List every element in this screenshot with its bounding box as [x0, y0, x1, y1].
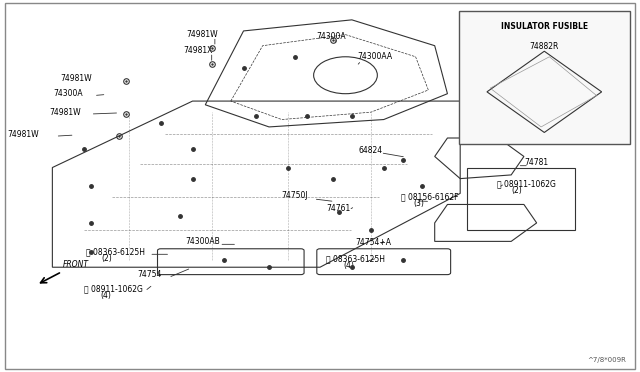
- Text: 74300AB: 74300AB: [185, 237, 220, 246]
- Text: 74981W: 74981W: [8, 130, 40, 139]
- Text: 74882R: 74882R: [530, 42, 559, 51]
- Text: 74981W: 74981W: [61, 74, 92, 83]
- Text: 74981W: 74981W: [49, 108, 81, 117]
- Text: 74300A: 74300A: [317, 32, 346, 41]
- Text: ⓓ 08911-1062G: ⓓ 08911-1062G: [497, 180, 556, 189]
- Text: ⓓ 08911-1062G: ⓓ 08911-1062G: [84, 284, 143, 293]
- Text: 74761: 74761: [326, 203, 351, 213]
- Text: ^7/8*009R: ^7/8*009R: [587, 357, 626, 363]
- Text: 74981W: 74981W: [186, 30, 218, 39]
- Text: FRONT: FRONT: [63, 260, 89, 269]
- Text: 74754+A: 74754+A: [355, 238, 391, 247]
- Text: (4): (4): [343, 261, 354, 270]
- Text: (3): (3): [413, 199, 424, 208]
- Text: Ⓢ 08156-6162F: Ⓢ 08156-6162F: [401, 193, 458, 202]
- Text: INSULATOR FUSIBLE: INSULATOR FUSIBLE: [500, 22, 588, 31]
- Text: Ⓢ 08363-6125H: Ⓢ 08363-6125H: [86, 247, 145, 256]
- Text: 74981X: 74981X: [183, 46, 212, 55]
- Text: 74300AA: 74300AA: [357, 52, 392, 61]
- Text: 74300A: 74300A: [54, 89, 83, 98]
- Text: (2): (2): [101, 254, 112, 263]
- Text: 74781: 74781: [524, 158, 548, 167]
- Text: 74754: 74754: [137, 270, 161, 279]
- Text: (4): (4): [100, 291, 111, 300]
- FancyBboxPatch shape: [459, 11, 630, 144]
- Text: 64824: 64824: [358, 146, 382, 155]
- Text: Ⓢ 08363-6125H: Ⓢ 08363-6125H: [326, 254, 385, 263]
- Text: 74750J: 74750J: [282, 192, 308, 201]
- Text: (2): (2): [511, 186, 522, 195]
